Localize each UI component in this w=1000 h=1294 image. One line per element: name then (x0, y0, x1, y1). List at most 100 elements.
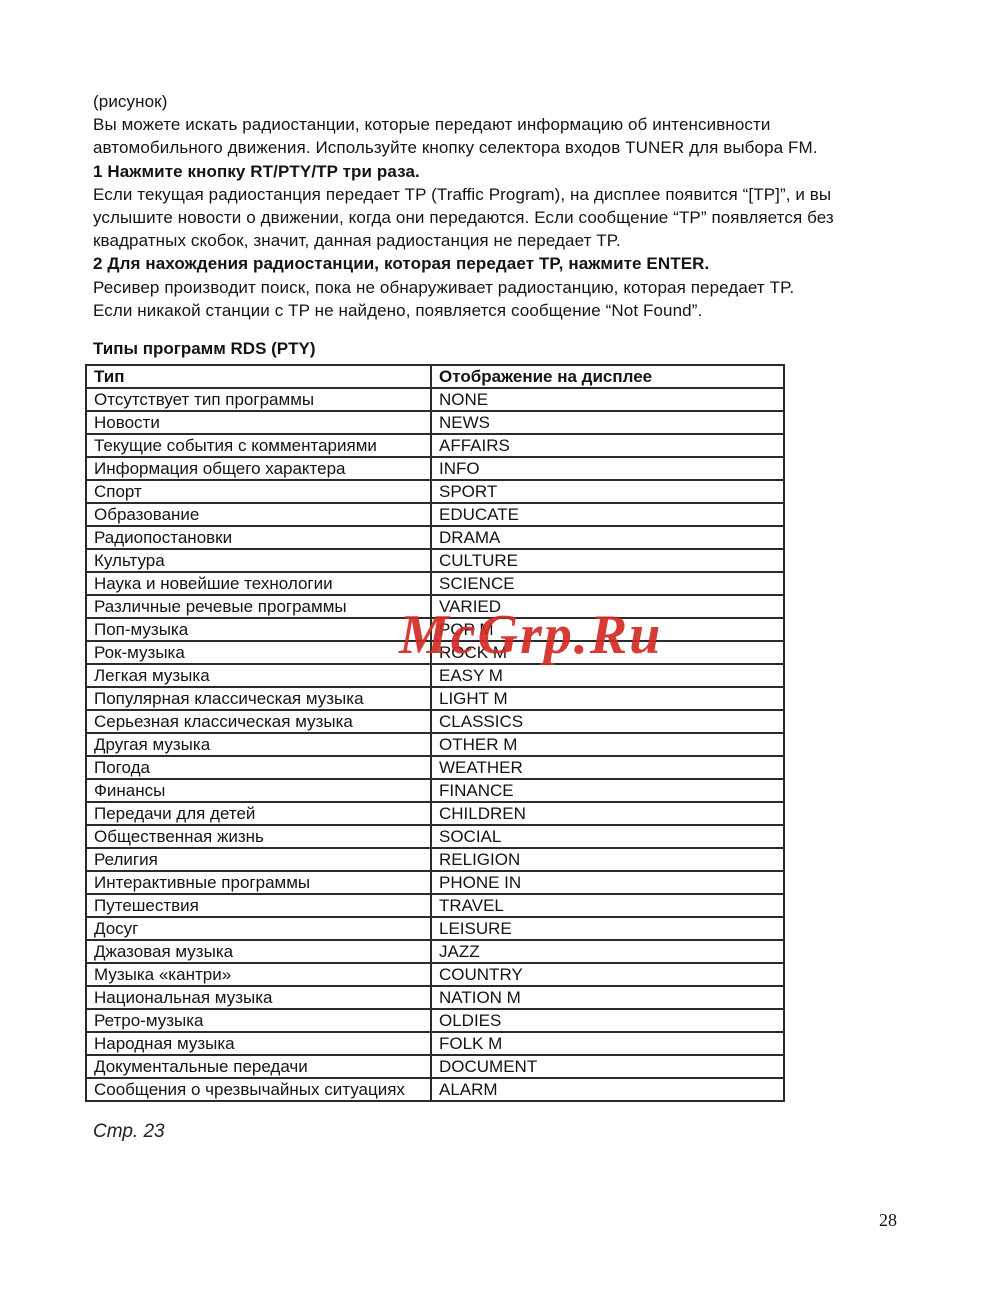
cell-type: Религия (85, 847, 432, 872)
cell-type: Спорт (85, 479, 432, 504)
table-row: Поп-музыка POP M (85, 617, 785, 642)
table-row: Спорт SPORT (85, 479, 785, 504)
table-row: Радиопостановки DRAMA (85, 525, 785, 550)
cell-type: Передачи для детей (85, 801, 432, 826)
cell-type: Поп-музыка (85, 617, 432, 642)
cell-display: LIGHT M (430, 686, 785, 711)
table-row: Национальная музыка NATION M (85, 985, 785, 1010)
table-row: Досуг LEISURE (85, 916, 785, 941)
cell-type: Наука и новейшие технологии (85, 571, 432, 596)
cell-display: SOCIAL (430, 824, 785, 849)
cell-display: VARIED (430, 594, 785, 619)
table-row: Информация общего характера INFO (85, 456, 785, 481)
table-row: Передачи для детей CHILDREN (85, 801, 785, 826)
cell-display: SPORT (430, 479, 785, 504)
table-header-row: Тип Отображение на дисплее (85, 364, 785, 389)
table-row: Популярная классическая музыка LIGHT M (85, 686, 785, 711)
cell-display: AFFAIRS (430, 433, 785, 458)
table-row: Другая музыка OTHER M (85, 732, 785, 757)
text-line: квадратных скобок, значит, данная радиос… (93, 231, 621, 251)
cell-display: OLDIES (430, 1008, 785, 1033)
cell-display: DRAMA (430, 525, 785, 550)
table-row: Сообщения о чрезвычайных ситуациях ALARM (85, 1077, 785, 1102)
cell-display: POP M (430, 617, 785, 642)
table-row: Погода WEATHER (85, 755, 785, 780)
pty-table: Тип Отображение на дисплее Отсутствует т… (85, 364, 785, 1102)
cell-type: Другая музыка (85, 732, 432, 757)
cell-type: Народная музыка (85, 1031, 432, 1056)
cell-display: NATION M (430, 985, 785, 1010)
cell-type: Сообщения о чрезвычайных ситуациях (85, 1077, 432, 1102)
table-row: Рок-музыка ROCK M (85, 640, 785, 665)
cell-type: Легкая музыка (85, 663, 432, 688)
cell-display: PHONE IN (430, 870, 785, 895)
table-row: Общественная жизнь SOCIAL (85, 824, 785, 849)
table-row: Религия RELIGION (85, 847, 785, 872)
table-row: Финансы FINANCE (85, 778, 785, 803)
cell-display: ROCK M (430, 640, 785, 665)
cell-type: Различные речевые программы (85, 594, 432, 619)
cell-display: CLASSICS (430, 709, 785, 734)
cell-type: Ретро-музыка (85, 1008, 432, 1033)
cell-type: Документальные передачи (85, 1054, 432, 1079)
cell-type: Новости (85, 410, 432, 435)
cell-type: Рок-музыка (85, 640, 432, 665)
column-header-type: Тип (85, 364, 432, 389)
cell-type: Джазовая музыка (85, 939, 432, 964)
cell-type: Общественная жизнь (85, 824, 432, 849)
cell-display: WEATHER (430, 755, 785, 780)
table-row: Ретро-музыка OLDIES (85, 1008, 785, 1033)
cell-type: Финансы (85, 778, 432, 803)
cell-type: Отсутствует тип программы (85, 387, 432, 412)
page-number: 28 (879, 1210, 897, 1230)
table-row: Интерактивные программы PHONE IN (85, 870, 785, 895)
cell-type: Образование (85, 502, 432, 527)
text-line: Вы можете искать радиостанции, которые п… (93, 115, 771, 135)
text-line: Если никакой станции с TP не найдено, по… (93, 300, 703, 320)
cell-display: NONE (430, 387, 785, 412)
cell-display: RELIGION (430, 847, 785, 872)
text-line: услышите новости о движении, когда они п… (93, 208, 834, 228)
cell-display: CULTURE (430, 548, 785, 573)
cell-type: Популярная классическая музыка (85, 686, 432, 711)
cell-type: Погода (85, 755, 432, 780)
cell-display: OTHER M (430, 732, 785, 757)
table-row: Джазовая музыка JAZZ (85, 939, 785, 964)
cell-type: Культура (85, 548, 432, 573)
table-row: Серьезная классическая музыка CLASSICS (85, 709, 785, 734)
cell-type: Информация общего характера (85, 456, 432, 481)
cell-display: DOCUMENT (430, 1054, 785, 1079)
column-header-display: Отображение на дисплее (430, 364, 785, 389)
text-line: 2 Для нахождения радиостанции, которая п… (93, 254, 710, 274)
cell-display: NEWS (430, 410, 785, 435)
cell-display: INFO (430, 456, 785, 481)
table-row: Документальные передачи DOCUMENT (85, 1054, 785, 1079)
cell-type: Текущие события с комментариями (85, 433, 432, 458)
cell-type: Музыка «кантри» (85, 962, 432, 987)
table-row: Образование EDUCATE (85, 502, 785, 527)
table-row: Текущие события с комментариями AFFAIRS (85, 433, 785, 458)
table-row: Народная музыка FOLK M (85, 1031, 785, 1056)
source-page-label: Стр. 23 (93, 1121, 165, 1142)
text-line: Ресивер производит поиск, пока не обнару… (93, 277, 795, 297)
table-row: Отсутствует тип программы NONE (85, 387, 785, 412)
cell-display: TRAVEL (430, 893, 785, 918)
intro-paragraphs: (рисунок) Вы можете искать радиостанции, … (93, 90, 893, 322)
cell-type: Интерактивные программы (85, 870, 432, 895)
cell-type: Досуг (85, 916, 432, 941)
table-row: Музыка «кантри» COUNTRY (85, 962, 785, 987)
cell-type: Путешествия (85, 893, 432, 918)
table-row: Путешествия TRAVEL (85, 893, 785, 918)
table-row: Культура CULTURE (85, 548, 785, 573)
text-line: Если текущая радиостанция передает TP (T… (93, 184, 832, 204)
table-row: Легкая музыка EASY M (85, 663, 785, 688)
cell-display: EDUCATE (430, 502, 785, 527)
table-row: Новости NEWS (85, 410, 785, 435)
table-row: Наука и новейшие технологии SCIENCE (85, 571, 785, 596)
text-line: 1 Нажмите кнопку RT/PTY/TP три раза. (93, 161, 420, 181)
cell-display: CHILDREN (430, 801, 785, 826)
table-row: Различные речевые программы VARIED (85, 594, 785, 619)
cell-type: Серьезная классическая музыка (85, 709, 432, 734)
cell-display: JAZZ (430, 939, 785, 964)
